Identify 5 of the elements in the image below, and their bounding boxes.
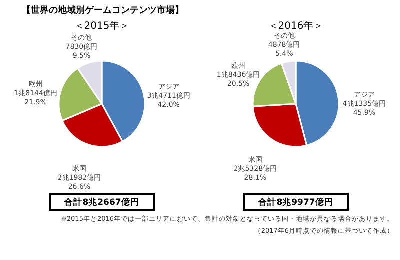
chart-subtitle: ＜2015年＞ [74, 20, 130, 32]
chart-subtitle: ＜2016年＞ [268, 20, 324, 32]
text: 合計8兆2667億円 [64, 197, 140, 208]
chart-title: 【世界の地域別ゲームコンテンツ市場】 [22, 5, 184, 16]
text: 合計8兆9977億円 [258, 197, 334, 208]
